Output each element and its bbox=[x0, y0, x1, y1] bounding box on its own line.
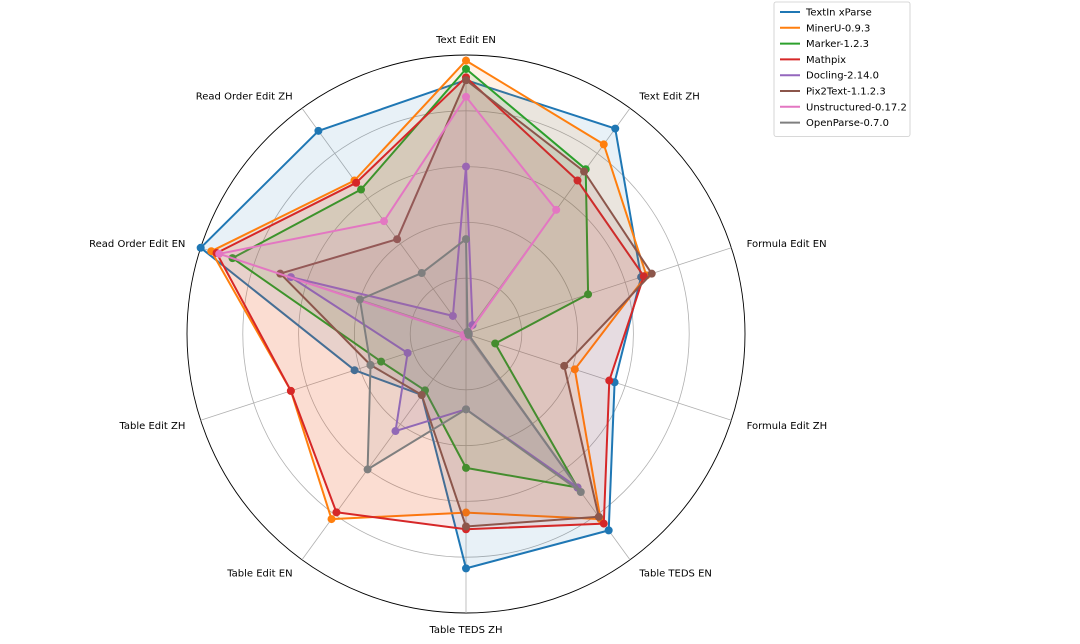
data-point bbox=[462, 522, 470, 531]
data-point bbox=[357, 185, 366, 194]
data-point bbox=[584, 290, 593, 299]
data-point bbox=[599, 519, 608, 528]
data-point bbox=[464, 330, 473, 339]
series-fill bbox=[216, 77, 644, 530]
data-point bbox=[639, 272, 648, 281]
data-point bbox=[594, 512, 603, 521]
series-2 bbox=[207, 56, 651, 524]
data-point bbox=[314, 126, 323, 135]
data-point bbox=[403, 348, 412, 357]
axis-label: Formula Edit ZH bbox=[747, 421, 828, 432]
legend-label: Docling-2.14.0 bbox=[806, 71, 879, 82]
data-point bbox=[462, 76, 470, 85]
data-point bbox=[599, 140, 608, 149]
legend-item: Docling-2.14.0 bbox=[780, 71, 879, 82]
legend-label: MinerU-0.9.3 bbox=[806, 23, 870, 34]
legend-label: Pix2Text-1.1.2.3 bbox=[806, 87, 886, 98]
data-point bbox=[491, 339, 500, 348]
data-point bbox=[462, 92, 470, 101]
data-point bbox=[355, 295, 364, 304]
data-point bbox=[380, 217, 389, 226]
data-point bbox=[647, 269, 656, 278]
series-fill bbox=[280, 80, 652, 527]
data-point bbox=[196, 243, 205, 252]
legend-item: Marker-1.2.3 bbox=[780, 39, 869, 50]
axis-label: Text Edit ZH bbox=[638, 91, 699, 102]
axis-label: Table Edit ZH bbox=[118, 421, 185, 432]
grid-spoke-4 bbox=[465, 333, 732, 421]
axis-label: Read Order Edit ZH bbox=[196, 91, 293, 102]
data-point bbox=[462, 56, 470, 65]
data-point bbox=[462, 235, 470, 244]
data-point bbox=[552, 205, 561, 214]
data-point bbox=[462, 64, 470, 73]
series-6 bbox=[276, 76, 656, 531]
radar-series-layer bbox=[196, 56, 656, 573]
data-point bbox=[332, 508, 341, 517]
data-point bbox=[391, 427, 400, 436]
data-point bbox=[377, 357, 386, 366]
legend: TextIn xParse MinerU-0.9.3 Marker-1.2.3 Mat… bbox=[773, 1, 911, 137]
series-fill bbox=[211, 60, 647, 520]
legend-frame bbox=[773, 1, 911, 137]
data-point bbox=[363, 465, 372, 474]
data-point bbox=[462, 508, 470, 517]
data-point bbox=[611, 124, 620, 133]
legend-label: Unstructured-0.17.2 bbox=[806, 102, 907, 113]
legend-item: TextIn xParse bbox=[780, 8, 872, 19]
data-point bbox=[580, 167, 589, 176]
data-point bbox=[462, 405, 470, 414]
legend-item: OpenParse-0.7.0 bbox=[780, 118, 889, 129]
grid-spoke-8 bbox=[200, 333, 467, 421]
data-point bbox=[350, 366, 359, 375]
data-point bbox=[286, 386, 295, 395]
data-point bbox=[462, 162, 470, 171]
data-point bbox=[560, 361, 569, 370]
legend-label: OpenParse-0.7.0 bbox=[806, 118, 889, 129]
grid-spoke-3 bbox=[465, 247, 732, 335]
legend-item: Pix2Text-1.1.2.3 bbox=[780, 87, 886, 98]
data-point bbox=[393, 235, 402, 244]
data-point bbox=[215, 249, 224, 258]
axis-label: Read Order Edit EN bbox=[89, 239, 185, 250]
series-fill bbox=[290, 166, 578, 488]
legend-item: Unstructured-0.17.2 bbox=[780, 102, 907, 113]
axis-label: Table TEDS ZH bbox=[428, 625, 502, 636]
series-8 bbox=[355, 235, 585, 497]
legend-item: MinerU-0.9.3 bbox=[780, 23, 870, 34]
data-point bbox=[417, 390, 426, 399]
axis-label: Table Edit EN bbox=[226, 569, 292, 580]
data-point bbox=[327, 515, 336, 524]
data-point bbox=[448, 311, 457, 320]
data-point bbox=[462, 564, 470, 573]
legend-label: TextIn xParse bbox=[805, 8, 872, 19]
data-point bbox=[604, 526, 613, 535]
axis-label: Table TEDS EN bbox=[638, 569, 712, 580]
axis-label-group: Text Edit EN Text Edit ZH Formula Edit EN F… bbox=[89, 35, 827, 636]
data-point bbox=[352, 178, 361, 187]
data-point bbox=[417, 269, 426, 278]
data-point bbox=[573, 176, 582, 185]
legend-item: Mathpix bbox=[780, 55, 846, 66]
series-fill bbox=[359, 239, 581, 492]
data-point bbox=[366, 361, 375, 370]
data-point bbox=[576, 488, 585, 497]
axis-label: Formula Edit EN bbox=[747, 239, 827, 250]
data-point bbox=[462, 463, 470, 472]
data-point bbox=[468, 320, 477, 329]
legend-label: Mathpix bbox=[806, 55, 846, 66]
axis-label: Text Edit EN bbox=[435, 35, 496, 46]
data-point bbox=[570, 365, 579, 374]
data-point bbox=[605, 376, 614, 385]
legend-label: Marker-1.2.3 bbox=[806, 39, 869, 50]
